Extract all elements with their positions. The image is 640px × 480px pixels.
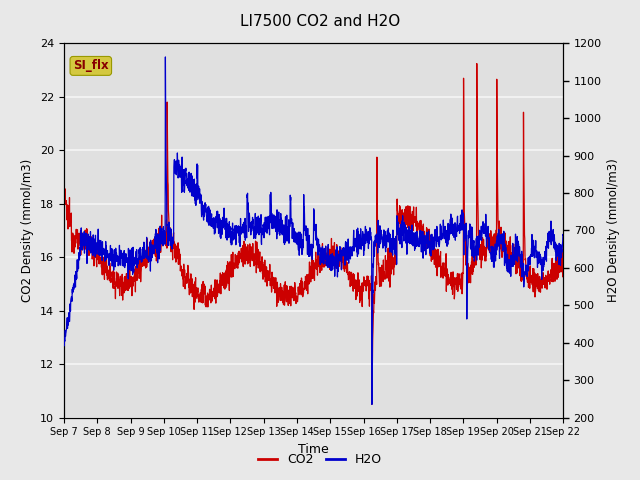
Y-axis label: H2O Density (mmol/m3): H2O Density (mmol/m3) xyxy=(607,158,620,302)
Text: LI7500 CO2 and H2O: LI7500 CO2 and H2O xyxy=(240,14,400,29)
X-axis label: Time: Time xyxy=(298,443,329,456)
Legend: CO2, H2O: CO2, H2O xyxy=(253,448,387,471)
Text: SI_flx: SI_flx xyxy=(73,60,109,72)
Y-axis label: CO2 Density (mmol/m3): CO2 Density (mmol/m3) xyxy=(22,159,35,302)
